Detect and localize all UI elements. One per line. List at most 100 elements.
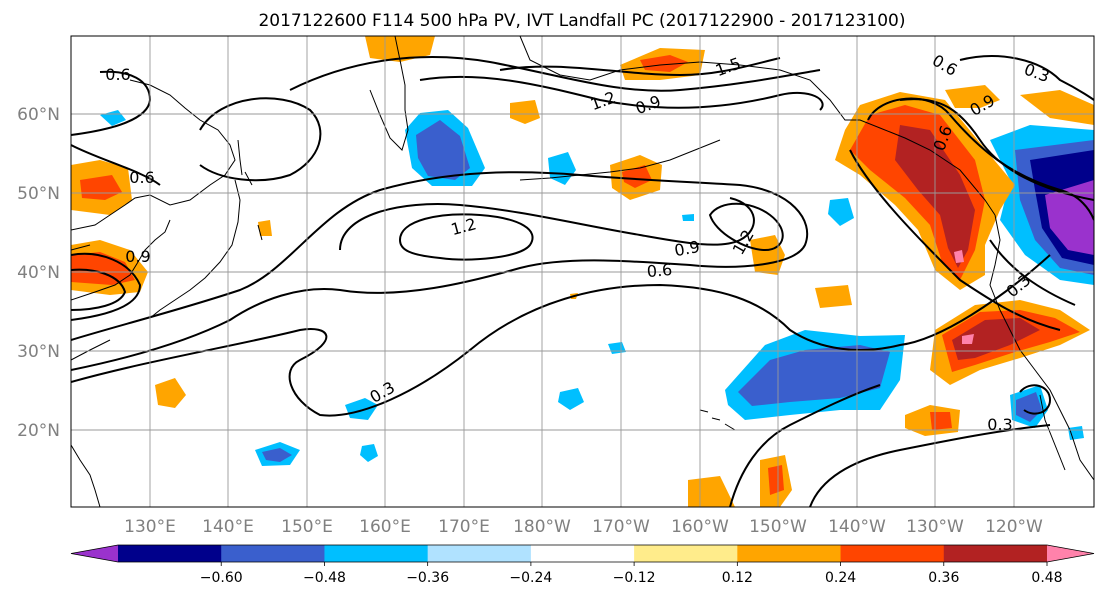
lat-label: 50°N (17, 184, 60, 204)
pv-contour-jet-2 (419, 75, 824, 111)
neg-patch-small-i (360, 444, 378, 462)
colorbar-bin (530, 545, 635, 562)
lon-label: 120°W (985, 517, 1043, 537)
pos-patch-japan-sea-core (71, 252, 135, 285)
coastline-sakhalin (237, 139, 243, 176)
lon-label: 170°E (438, 517, 490, 537)
lon-label: 180°W (513, 517, 571, 537)
pv-contour-0.6-arc (71, 144, 161, 186)
lon-label: 140°W (828, 517, 886, 537)
neg-patch-kamchatka-core (416, 120, 470, 180)
coastline-taiwan-ph (71, 444, 101, 507)
pv-contour-1.2-oval (398, 213, 534, 261)
contour-label: 0.6 (646, 260, 673, 281)
pos-patch-bering-core (640, 55, 688, 72)
pos-patch-small-10 (258, 220, 272, 236)
pos-patch-alaska-max (954, 250, 964, 263)
pos-patch-small-3 (815, 285, 852, 308)
neg-patch-small-f (345, 398, 378, 420)
coastlines (71, 36, 1094, 507)
graticule (71, 36, 1094, 507)
colorbar-extend-low (71, 545, 118, 562)
colorbar-outline (70, 544, 1095, 563)
colorbar-bin (427, 545, 532, 562)
pv-contour-0.3-north (199, 97, 322, 182)
contour-label: 0.6 (129, 168, 154, 187)
lon-label: 150°E (281, 517, 333, 537)
colorbar-extend-high (1047, 545, 1094, 562)
colorbar-tick-label: 0.12 (722, 570, 753, 586)
pv-contour-0.9-mid (339, 197, 755, 251)
coastline-asia (71, 79, 236, 251)
neg-patch-small-e (558, 388, 584, 410)
neg-patch-small-b (828, 198, 854, 226)
pos-patch-nw-canada (945, 85, 1000, 108)
colorbar-tick-label: −0.12 (613, 570, 656, 586)
pv-contour-south-1 (729, 384, 881, 507)
colorbar-bin (221, 545, 325, 562)
pos-patch-nw-canada-2 (1020, 90, 1094, 125)
lon-label: 160°W (671, 517, 729, 537)
neg-patch-small-a (548, 152, 576, 185)
coastline-kamchatka (369, 36, 409, 151)
lon-label: 130°E (124, 517, 176, 537)
pos-patch-calif-core (952, 318, 1040, 360)
pos-patch-small-5 (930, 412, 952, 430)
pv-contour-east-1 (959, 55, 1094, 101)
colorbar: −0.60 −0.48 −0.36 −0.24 −0.12 0.12 0.24 0.36 0.4… (70, 544, 1095, 586)
colorbar-tick-label: −0.36 (406, 570, 449, 586)
contour-label: 0.3 (987, 415, 1012, 434)
colorbar-bin (943, 545, 1048, 562)
neg-patch-gulf-min (1045, 180, 1094, 255)
pv-contour-japan-1 (71, 252, 142, 321)
contour-label: 0.9 (125, 247, 150, 266)
longitude-labels: 130°E 140°E 150°E 160°E 170°E 180°W 170°… (124, 517, 1043, 537)
neg-patch-small-k (1068, 426, 1084, 440)
colorbar-bin (118, 545, 222, 562)
pos-patch-small-7 (768, 465, 784, 495)
lon-label: 170°W (592, 517, 650, 537)
latitude-labels: 60°N 50°N 40°N 30°N 20°N (17, 105, 60, 441)
pos-patch-aleutian-core (622, 165, 652, 188)
colorbar-tick-label: 0.48 (1031, 570, 1062, 586)
pv-contour-japan-2 (71, 268, 127, 311)
map-frame (70, 35, 1095, 508)
coastline-alaska (739, 64, 996, 216)
pos-patch-top-left (365, 36, 435, 62)
lat-label: 20°N (17, 421, 60, 441)
colorbar-bin (840, 545, 945, 562)
pv-contour-east-2 (989, 239, 1076, 306)
colorbar-tick-label: −0.24 (509, 570, 552, 586)
pos-patch-small-9 (155, 378, 186, 408)
pos-patch-calif-max (962, 334, 974, 344)
lon-label: 160°E (359, 517, 411, 537)
lon-label: 140°E (202, 517, 254, 537)
lat-label: 60°N (17, 105, 60, 125)
pv-contour-1.2-east (708, 202, 784, 252)
pv-contour-loop-se (1019, 384, 1052, 415)
neg-patch-small-m (682, 214, 694, 221)
pv-contour-0.6-mid (71, 171, 809, 371)
filled-contours (71, 36, 1094, 507)
colorbar-bin (737, 545, 842, 562)
map-title: 2017122600 F114 500 hPa PV, IVT Landfall… (258, 11, 905, 31)
pos-patch-small-1 (510, 100, 540, 124)
lon-label: 130°W (906, 517, 964, 537)
colorbar-tick-label: 0.24 (825, 570, 856, 586)
coastline-korea-china (71, 219, 171, 361)
contour-label: 0.9 (673, 237, 701, 260)
coastline-baja (1039, 394, 1066, 471)
lon-label: 150°W (749, 517, 807, 537)
lat-label: 30°N (17, 342, 60, 362)
neg-patch-hawaii-ne-core (738, 345, 890, 406)
coastline-japan (149, 171, 263, 319)
neg-patch-small-h (262, 448, 292, 462)
map-panel: 0.6 0.6 0.9 1.2 1.5 1.2 0.9 0.6 0.3 0.3 … (70, 35, 1095, 508)
colorbar-bin (634, 545, 738, 562)
colorbar-tick-label: −0.60 (200, 570, 243, 586)
lat-label: 40°N (17, 263, 60, 283)
pv-contour-jet-1 (289, 56, 821, 92)
pv-contour-gulf-3 (899, 98, 1094, 201)
coastline-aleutians (519, 139, 721, 181)
